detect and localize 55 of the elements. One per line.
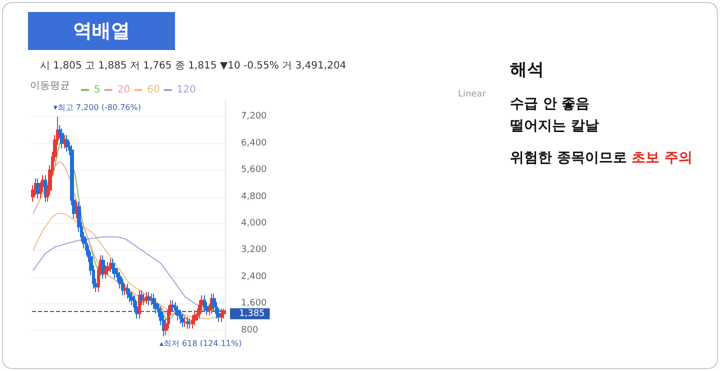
y-tick-label: 7,200 (241, 112, 268, 122)
y-tick-label: 4,800 (241, 192, 268, 202)
candlestick (198, 300, 201, 320)
candlestick (65, 134, 69, 152)
y-tick-label: 3,200 (241, 245, 268, 256)
candlestick (193, 310, 197, 326)
candlestick (145, 291, 148, 304)
legend-label: 60 (147, 84, 160, 96)
line-series (32, 236, 224, 312)
legend-label: 120 (176, 84, 196, 96)
candlestick (186, 316, 189, 330)
candlestick (171, 300, 175, 312)
text: 수급 안 좋음 (510, 96, 590, 112)
legend-label: 20 (117, 84, 130, 96)
candlestick (101, 254, 105, 280)
y-tick-label: 4,000 (241, 218, 268, 228)
text: Linear (458, 90, 486, 100)
candlestick (104, 264, 107, 280)
candlestick (36, 178, 40, 199)
candlestick (188, 318, 192, 330)
text: 해석 (510, 60, 544, 80)
legend-title: 이동평균 (30, 80, 70, 92)
candlestick (142, 293, 146, 306)
y-tick-label: 800 (241, 325, 258, 336)
candlestick (109, 258, 112, 272)
candlestick (183, 316, 187, 328)
candlestick (123, 283, 127, 296)
candlestick (222, 308, 226, 320)
text: 위험한 종목이므로 (510, 150, 627, 166)
candlestick (63, 134, 66, 149)
y-tick-label: 2,400 (241, 272, 268, 282)
y-tick-label: 1,600 (241, 298, 268, 309)
candlestick (176, 304, 180, 321)
chart-title: 역배열 (28, 12, 175, 50)
candlestick (60, 128, 64, 149)
candlestick (220, 308, 223, 322)
candlestick (44, 174, 47, 202)
candlestick (150, 293, 153, 306)
annotation: ▾최고 7,200 (-80.76%) (53, 103, 141, 112)
legend-label: 5 (94, 84, 100, 96)
candlestick (106, 261, 110, 276)
candlestick (179, 310, 182, 324)
text: 떨어지는 칼날 (510, 118, 599, 134)
candlestick (203, 294, 206, 312)
y-tick-label: 5,600 (241, 165, 268, 176)
annotation: ▴최저 618 (124.11%) (159, 338, 242, 348)
candlestick (181, 313, 185, 328)
text: 시 1,805 고 1,885 저 1,765 종 1,815 ▼10 -0.55% 거 3,491,204 (40, 60, 346, 72)
candlestick (126, 283, 129, 300)
candlestick (138, 290, 141, 320)
text: 초보 주의 (630, 150, 693, 166)
ref-line-label: 1,385 (239, 308, 265, 319)
candlestick (191, 314, 194, 330)
candlestick (147, 291, 151, 306)
y-tick-label: 6,400 (241, 138, 268, 148)
